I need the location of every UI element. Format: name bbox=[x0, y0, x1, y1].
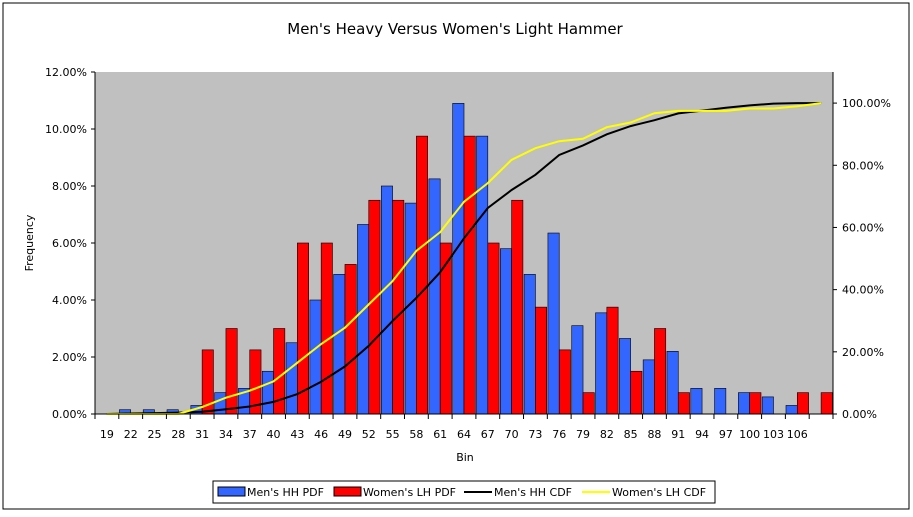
y-tick-label: 6.00% bbox=[52, 237, 87, 250]
x-tick-label: 70 bbox=[505, 428, 519, 441]
bar-mens-pdf bbox=[333, 274, 346, 415]
bar-mens-pdf bbox=[261, 370, 274, 415]
legend-swatch-mens-pdf bbox=[217, 486, 246, 497]
x-tick-label: 52 bbox=[362, 428, 376, 441]
y-tick-label: 4.00% bbox=[52, 294, 87, 307]
x-tick-label: 40 bbox=[267, 428, 281, 441]
bar-womens-pdf bbox=[368, 199, 381, 415]
y2-tick-label: 60.00% bbox=[842, 221, 884, 234]
bar-mens-pdf bbox=[761, 396, 774, 415]
y2-tick-label: 40.00% bbox=[842, 284, 884, 297]
x-tick-label: 64 bbox=[457, 428, 471, 441]
y2-tick-label: 0.00% bbox=[842, 408, 877, 421]
y-tick-label: 10.00% bbox=[45, 123, 87, 136]
bar-womens-pdf bbox=[796, 392, 809, 415]
bar-womens-pdf bbox=[344, 264, 357, 415]
x-tick-label: 34 bbox=[219, 428, 233, 441]
x-tick-label: 103 bbox=[763, 428, 784, 441]
bar-womens-pdf bbox=[487, 242, 500, 415]
bar-womens-pdf bbox=[320, 242, 333, 415]
bar-womens-pdf bbox=[463, 135, 476, 415]
bar-mens-pdf bbox=[500, 248, 512, 415]
x-tick-label: 67 bbox=[481, 428, 495, 441]
bar-mens-pdf bbox=[476, 135, 489, 415]
bar-womens-pdf bbox=[630, 370, 643, 415]
bar-womens-pdf bbox=[535, 306, 548, 415]
legend: Men's HH PDF Women's LH PDF Men's HH CDF… bbox=[212, 480, 716, 504]
x-tick-label: 73 bbox=[528, 428, 542, 441]
bar-mens-pdf bbox=[785, 405, 798, 415]
bar-womens-pdf bbox=[654, 328, 667, 415]
x-tick-label: 49 bbox=[338, 428, 352, 441]
bar-womens-pdf bbox=[820, 392, 833, 415]
bar-mens-pdf bbox=[595, 312, 608, 415]
x-tick-label: 82 bbox=[600, 428, 614, 441]
bar-womens-pdf bbox=[749, 392, 762, 415]
bar-womens-pdf bbox=[511, 199, 524, 415]
y2-tick-label: 80.00% bbox=[842, 159, 884, 172]
x-tick-label: 46 bbox=[314, 428, 328, 441]
bar-mens-pdf bbox=[690, 388, 703, 415]
x-tick-label: 28 bbox=[171, 428, 185, 441]
x-axis-title: Bin bbox=[456, 451, 474, 464]
legend-swatch-womens-pdf bbox=[333, 486, 362, 497]
bar-mens-pdf bbox=[357, 224, 370, 415]
x-tick-label: 37 bbox=[243, 428, 257, 441]
bar-mens-pdf bbox=[452, 103, 465, 415]
x-tick-label: 55 bbox=[386, 428, 400, 441]
y-axis-title: Frequency bbox=[23, 214, 36, 271]
bar-womens-pdf bbox=[677, 392, 690, 415]
y2-tick-label: 100.00% bbox=[842, 97, 891, 110]
bar-mens-pdf bbox=[666, 350, 679, 415]
bar-mens-pdf bbox=[642, 359, 655, 415]
bar-mens-pdf bbox=[547, 232, 560, 415]
legend-label-mens-cdf: Men's HH CDF bbox=[494, 486, 572, 499]
chart-title: Men's Heavy Versus Women's Light Hammer bbox=[287, 20, 623, 38]
legend-label-womens-cdf: Women's LH CDF bbox=[612, 486, 706, 499]
x-tick-label: 97 bbox=[719, 428, 733, 441]
x-tick-label: 61 bbox=[433, 428, 447, 441]
x-tick-label: 22 bbox=[124, 428, 138, 441]
x-tick-label: 79 bbox=[576, 428, 590, 441]
bar-womens-pdf bbox=[392, 199, 405, 415]
bar-mens-pdf bbox=[309, 299, 322, 415]
x-tick-label: 58 bbox=[409, 428, 423, 441]
y-tick-label: 2.00% bbox=[52, 351, 87, 364]
bar-mens-pdf bbox=[619, 338, 631, 415]
bar-mens-pdf bbox=[380, 185, 393, 415]
x-tick-label: 100 bbox=[739, 428, 760, 441]
line-womens-cdf bbox=[106, 102, 822, 415]
y2-tick-label: 20.00% bbox=[842, 346, 884, 359]
y-tick-label: 0.00% bbox=[52, 408, 87, 421]
bar-womens-pdf bbox=[558, 349, 571, 415]
x-tick-label: 76 bbox=[552, 428, 566, 441]
x-tick-label: 25 bbox=[148, 428, 162, 441]
y-tick-label: 8.00% bbox=[52, 180, 87, 193]
legend-label-mens-pdf: Men's HH PDF bbox=[247, 486, 324, 499]
bar-womens-pdf bbox=[606, 306, 619, 415]
x-tick-label: 94 bbox=[695, 428, 709, 441]
x-tick-label: 43 bbox=[290, 428, 304, 441]
bar-womens-pdf bbox=[225, 328, 238, 415]
x-tick-label: 91 bbox=[671, 428, 685, 441]
legend-label-womens-pdf: Women's LH PDF bbox=[363, 486, 456, 499]
y-tick-label: 12.00% bbox=[45, 66, 87, 79]
bar-womens-pdf bbox=[416, 135, 428, 415]
bar-mens-pdf bbox=[523, 274, 536, 415]
bar-mens-pdf bbox=[571, 325, 584, 415]
bar-mens-pdf bbox=[738, 392, 750, 415]
x-tick-label: 31 bbox=[195, 428, 209, 441]
x-tick-label: 19 bbox=[100, 428, 114, 441]
bar-womens-pdf bbox=[582, 392, 595, 415]
x-tick-label: 88 bbox=[647, 428, 661, 441]
bar-mens-pdf bbox=[285, 342, 298, 415]
x-tick-label: 85 bbox=[624, 428, 638, 441]
bar-mens-pdf bbox=[428, 178, 441, 415]
bar-mens-pdf bbox=[714, 388, 727, 415]
x-tick-label: 106 bbox=[787, 428, 808, 441]
